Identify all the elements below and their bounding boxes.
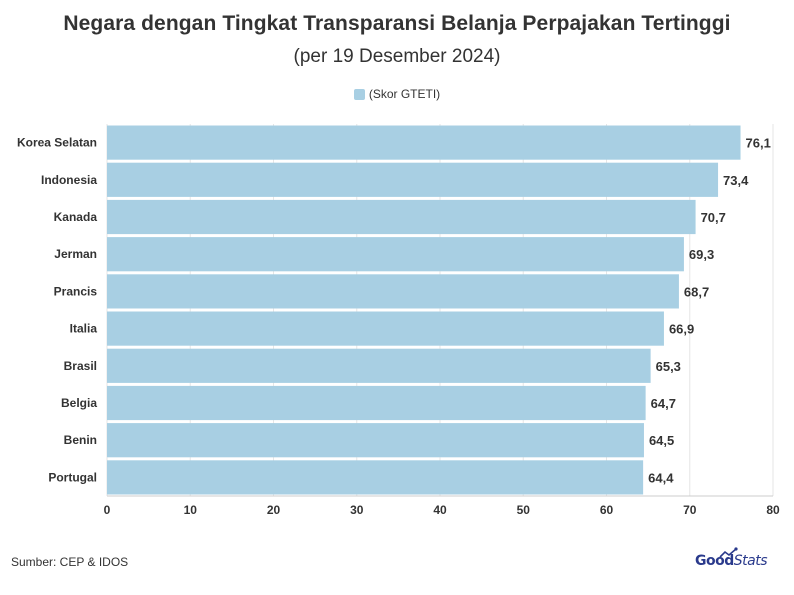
brand-logo: GoodStats bbox=[695, 553, 768, 569]
category-label: Benin bbox=[64, 433, 97, 447]
category-label: Indonesia bbox=[41, 173, 97, 187]
data-label: 66,9 bbox=[669, 322, 694, 337]
x-tick-label: 40 bbox=[433, 503, 447, 517]
source-note: Sumber: CEP & IDOS bbox=[11, 555, 129, 569]
data-label: 68,7 bbox=[684, 284, 709, 299]
x-tick-label: 30 bbox=[350, 503, 364, 517]
data-label: 70,7 bbox=[701, 210, 726, 225]
data-label: 69,3 bbox=[689, 247, 714, 262]
bar bbox=[107, 125, 741, 160]
chart-subtitle: (per 19 Desember 2024) bbox=[293, 46, 501, 67]
x-tick-label: 70 bbox=[683, 503, 697, 517]
x-tick-label: 60 bbox=[600, 503, 614, 517]
x-tick-label: 10 bbox=[184, 503, 198, 517]
x-tick-label: 0 bbox=[104, 503, 111, 517]
x-tick-label: 80 bbox=[766, 503, 780, 517]
legend: (Skor GTETI) bbox=[0, 87, 794, 101]
data-label: 64,4 bbox=[648, 470, 674, 485]
brand-spark-icon bbox=[719, 547, 738, 558]
category-label: Korea Selatan bbox=[17, 136, 97, 150]
category-label: Kanada bbox=[54, 210, 98, 224]
bar-chart: 0 10 20 30 40 50 60 70 80 Korea Selatan 76,1 Indone… bbox=[17, 124, 780, 517]
bar bbox=[107, 199, 696, 235]
bar bbox=[107, 311, 664, 346]
chart-title: Negara dengan Tingkat Transparansi Belan… bbox=[63, 12, 731, 35]
bar bbox=[107, 460, 644, 495]
data-label: 64,5 bbox=[649, 433, 674, 448]
category-label: Prancis bbox=[54, 284, 98, 298]
data-label: 76,1 bbox=[746, 136, 771, 151]
category-label: Italia bbox=[70, 322, 98, 336]
bar bbox=[107, 385, 646, 421]
legend-label: (Skor GTETI) bbox=[368, 87, 441, 101]
legend-swatch bbox=[353, 88, 365, 100]
category-label: Jerman bbox=[54, 247, 97, 261]
bar bbox=[107, 348, 651, 383]
brand-logo-light: Stats bbox=[733, 553, 768, 569]
data-label: 65,3 bbox=[656, 359, 681, 374]
x-tick-label: 20 bbox=[267, 503, 281, 517]
bar bbox=[107, 162, 719, 197]
data-label: 64,7 bbox=[651, 396, 676, 411]
data-label: 73,4 bbox=[723, 173, 749, 188]
category-label: Portugal bbox=[48, 470, 97, 484]
bar bbox=[107, 423, 644, 458]
x-tick-label: 50 bbox=[517, 503, 531, 517]
bar bbox=[107, 274, 679, 309]
bar bbox=[107, 237, 684, 272]
brand-logo-bold: Good bbox=[695, 553, 734, 569]
category-label: Belgia bbox=[61, 396, 97, 410]
category-label: Brasil bbox=[64, 359, 97, 373]
